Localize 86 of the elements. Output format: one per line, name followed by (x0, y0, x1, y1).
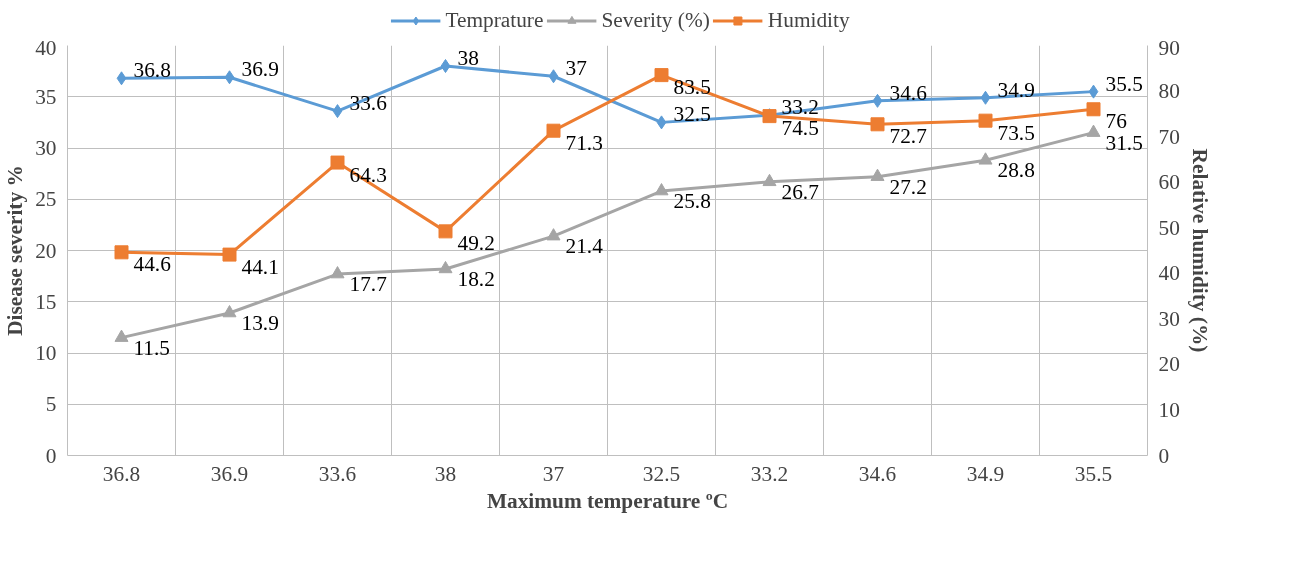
point (656, 115, 667, 130)
point (114, 329, 129, 342)
data-label: 73.5 (997, 120, 1035, 145)
point (116, 71, 127, 86)
point (438, 224, 453, 239)
y-tick-label: 15 (35, 289, 57, 314)
data-label: 25.8 (673, 189, 711, 214)
point (1086, 102, 1101, 117)
point (114, 245, 129, 260)
x-tick-label: 33.6 (318, 461, 357, 486)
point (762, 173, 777, 187)
legend-label: Humidity (767, 7, 850, 33)
data-label: 27.2 (889, 174, 927, 199)
y2-axis-title: Relative humidity (%) (1187, 148, 1212, 353)
point (222, 247, 237, 262)
x-tick-label: 32.5 (642, 461, 681, 486)
x-tick-label: 36.8 (102, 461, 141, 486)
y2-tick-label: 30 (1158, 306, 1180, 331)
legend-label: Severity (%) (601, 7, 710, 33)
data-label: 44.6 (133, 252, 172, 277)
data-label: 36.8 (133, 58, 171, 83)
point (1088, 84, 1099, 99)
point (438, 260, 453, 274)
y2-tick-label: 80 (1158, 79, 1180, 104)
point (332, 104, 343, 119)
point (546, 123, 561, 138)
point (980, 90, 991, 105)
y2-tick-label: 60 (1158, 170, 1180, 195)
data-label: 74.5 (781, 116, 819, 141)
y-axis-title: Disease severity % (3, 165, 28, 336)
point (546, 228, 561, 241)
data-label: 33.6 (349, 91, 388, 116)
x-tick-label: 34.9 (966, 461, 1005, 486)
data-label: 28.8 (997, 158, 1035, 183)
legend-label: Temprature (445, 7, 544, 33)
x-tick-label: 38 (434, 461, 457, 486)
point (224, 70, 235, 85)
data-label: 17.7 (349, 272, 388, 297)
y2-tick-label: 10 (1158, 397, 1180, 422)
x-tick-label: 35.5 (1074, 461, 1113, 486)
data-label: 11.5 (133, 335, 171, 360)
x-axis-title: Maximum temperature ºC (486, 488, 729, 513)
point (654, 68, 669, 83)
data-label: 36.9 (241, 57, 279, 82)
y-tick-label: 5 (45, 392, 57, 417)
y2-tick-label: 20 (1158, 352, 1180, 377)
y2-tick-label: 90 (1158, 35, 1180, 60)
y-tick-label: 30 (35, 136, 57, 160)
y-tick-label: 25 (35, 187, 57, 212)
point (654, 183, 669, 196)
point (978, 113, 993, 128)
y-tick-label: 40 (35, 35, 57, 60)
point (872, 93, 883, 108)
data-label: 13.9 (241, 311, 279, 336)
point (1086, 124, 1101, 137)
data-label: 44.1 (241, 254, 279, 279)
data-label: 37 (565, 56, 588, 81)
point (548, 69, 559, 84)
data-label: 49.2 (457, 231, 495, 256)
point (330, 266, 345, 279)
y-tick-label: 0 (45, 443, 57, 468)
y-tick-label: 35 (35, 84, 57, 109)
point (978, 152, 993, 165)
x-tick-label: 33.2 (750, 461, 789, 486)
data-label: 71.3 (565, 130, 603, 155)
y2-tick-label: 0 (1158, 443, 1170, 468)
y-tick-label: 10 (35, 341, 57, 365)
y2-tick-label: 40 (1158, 261, 1180, 286)
point (870, 117, 885, 132)
data-label: 26.7 (781, 179, 820, 204)
data-label: 18.2 (457, 266, 495, 291)
data-label: 72.7 (889, 124, 928, 149)
point (222, 305, 237, 318)
point (870, 168, 885, 181)
y2-tick-label: 70 (1158, 124, 1180, 149)
x-tick-label: 37 (542, 461, 565, 486)
data-label: 34.6 (889, 80, 928, 105)
y-tick-label: 20 (35, 238, 57, 263)
data-label: 21.4 (565, 234, 604, 259)
point (330, 155, 345, 170)
x-tick-label: 34.6 (858, 461, 897, 486)
y2-tick-label: 50 (1158, 215, 1180, 240)
point (440, 59, 451, 73)
data-label: 35.5 (1105, 71, 1143, 96)
data-label: 38 (457, 46, 479, 70)
x-tick-label: 36.9 (210, 461, 249, 486)
